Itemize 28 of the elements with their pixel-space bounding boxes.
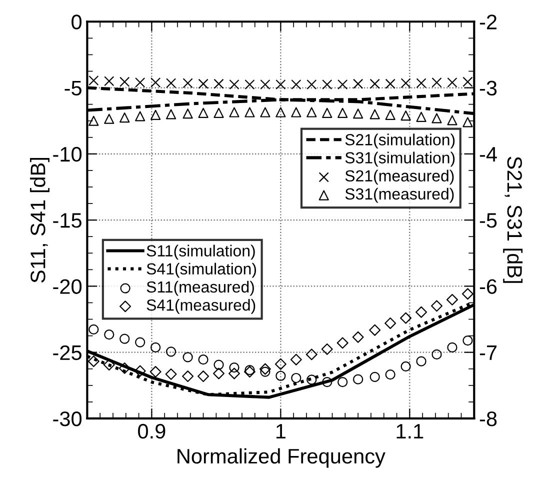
legend-label: S11(simulation)	[146, 244, 255, 260]
y2-tick-label: -3	[480, 80, 497, 96]
legend-label: S31(measured)	[345, 188, 454, 203]
y-tick-label: -5	[64, 81, 82, 96]
x-tick-label: 0.9	[138, 424, 166, 439]
x-axis-title: Normalized Frequency	[178, 448, 386, 468]
legend-label: S21(simulation)	[345, 134, 455, 149]
y-tick-label: -20	[53, 279, 82, 294]
y2-axis-title: S21, S31 [dB]	[503, 156, 523, 283]
y-tick-label: -25	[53, 345, 82, 360]
y2-tick-label: -2	[480, 14, 496, 30]
y-tick-label: 0	[72, 14, 82, 30]
y-tick-label: -30	[53, 411, 82, 426]
legend-label: S41(simulation)	[146, 262, 256, 278]
y-axis-title: S11, S41 [dB]	[30, 158, 50, 283]
x-tick-label: 1	[276, 424, 286, 438]
y2-tick-label: -6	[480, 279, 497, 294]
y-tick-label: -10	[53, 146, 82, 162]
y-tick-label: -15	[53, 213, 82, 228]
x-tick-label: 1.1	[396, 424, 424, 438]
legend-label: S11(measured)	[146, 280, 254, 296]
y2-tick-label: -4	[480, 147, 497, 162]
y2-tick-label: -8	[480, 411, 497, 426]
y2-tick-label: -7	[480, 346, 496, 360]
y2-tick-label: -5	[480, 213, 497, 228]
legend-label: S31(simulation)	[345, 152, 455, 167]
legend-label: S41(measured)	[146, 298, 256, 314]
legend-label: S21(measured)	[345, 170, 454, 185]
